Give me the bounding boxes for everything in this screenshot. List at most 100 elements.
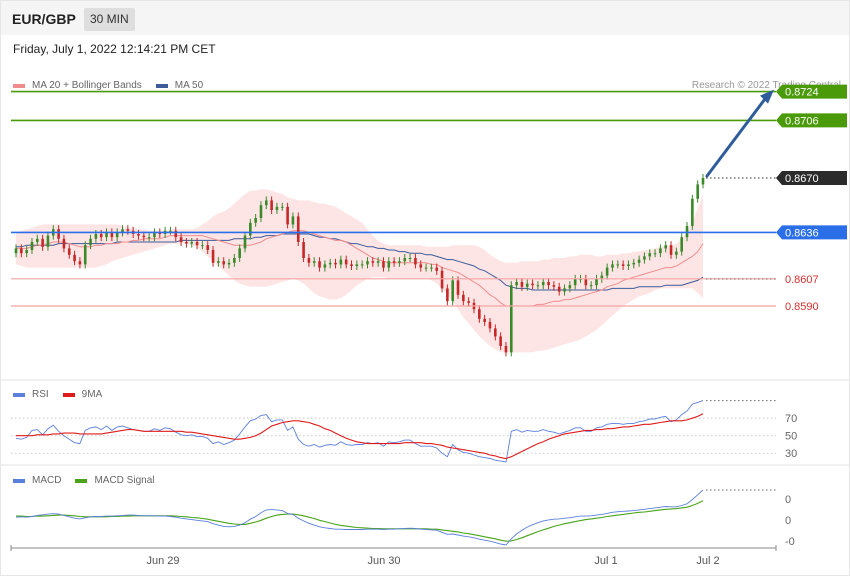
candle-body xyxy=(137,234,140,236)
candle-body xyxy=(451,280,454,302)
candle-body xyxy=(328,262,332,265)
candle-body xyxy=(67,248,71,255)
candle-body xyxy=(403,258,407,262)
rsi-ma-line xyxy=(16,413,704,460)
candle-body xyxy=(243,235,247,249)
candle-body xyxy=(233,258,236,263)
candle-body xyxy=(440,270,444,289)
candle-body xyxy=(387,261,391,268)
candle-body xyxy=(691,198,694,226)
candle-body xyxy=(275,206,279,210)
macd-line xyxy=(15,489,704,546)
candle-body xyxy=(509,285,513,353)
forecast-arrow-head xyxy=(760,89,774,104)
candle-body xyxy=(201,245,204,247)
candle-body xyxy=(494,328,497,337)
candle-body xyxy=(563,288,566,292)
rsi-tick-label: 70 xyxy=(785,413,797,425)
candle-body xyxy=(531,283,534,286)
legend-rsi-label: RSI xyxy=(32,389,49,400)
candle-body xyxy=(249,222,252,236)
candle-body xyxy=(573,278,577,286)
candle-body xyxy=(25,250,28,254)
candle-body xyxy=(302,242,305,258)
rsi-legend: RSI 9MA xyxy=(13,389,102,400)
candle-body xyxy=(696,184,699,199)
candle-body xyxy=(142,235,146,238)
candle-body xyxy=(520,282,524,287)
candle-body xyxy=(169,230,172,232)
symbol-label: EUR/GBP xyxy=(12,11,76,27)
candle-body xyxy=(254,218,257,223)
candle-body xyxy=(467,301,470,303)
macd-signal-swatch xyxy=(75,478,88,483)
candle-body xyxy=(584,278,588,286)
macd-tick-label: 0 xyxy=(785,515,791,527)
candle-body xyxy=(643,256,646,260)
candle-body xyxy=(653,253,657,255)
macd-tick-label: 0 xyxy=(785,494,791,506)
candle-body xyxy=(350,264,353,266)
legend-ma20-label: MA 20 + Bollinger Bands xyxy=(32,80,142,91)
candle-body xyxy=(355,264,359,266)
candle-body xyxy=(600,275,604,279)
candle-body xyxy=(408,258,412,259)
timeframe-button[interactable]: 30 MIN xyxy=(84,8,135,31)
timestamp: Friday, July 1, 2022 12:14:21 PM CET xyxy=(13,42,216,56)
candle-body xyxy=(147,237,151,239)
candle-body xyxy=(478,309,481,319)
rsi-swatch xyxy=(13,392,25,397)
candle-body xyxy=(296,216,300,242)
rsi-tick-label: 30 xyxy=(785,448,797,460)
candle-body xyxy=(456,280,460,295)
candle-body xyxy=(616,264,620,266)
candle-body xyxy=(632,262,636,265)
candle-body xyxy=(637,259,641,263)
rsi-ma-swatch xyxy=(62,392,75,397)
candle-body xyxy=(398,261,401,263)
candle-body xyxy=(83,245,87,265)
candle-body xyxy=(20,248,23,254)
x-tick-label: Jun 30 xyxy=(367,555,400,567)
rsi-line xyxy=(15,400,704,463)
candle-body xyxy=(14,248,18,254)
candle-body xyxy=(217,261,220,263)
copyright: Research © 2022 Trading Central xyxy=(691,80,841,91)
candle-body xyxy=(99,234,103,238)
candle-body xyxy=(488,322,492,329)
candle-body xyxy=(462,294,465,302)
candle-body xyxy=(57,229,60,239)
candle-body xyxy=(307,258,311,263)
macd-swatch xyxy=(13,478,25,483)
candle-body xyxy=(424,267,428,269)
candle-body xyxy=(627,264,630,266)
candle-body xyxy=(552,285,556,287)
level-tag-pivot xyxy=(776,225,847,240)
level-label-last: 0.8670 xyxy=(785,173,819,185)
candle-body xyxy=(115,232,119,238)
ma20-line xyxy=(16,230,704,307)
candle-body xyxy=(312,261,316,263)
ma50-swatch xyxy=(155,83,168,88)
candle-body xyxy=(541,282,545,286)
candle-body xyxy=(536,285,540,287)
candle-body xyxy=(675,251,678,255)
level-tag-last xyxy=(776,171,847,185)
legend-ma50-label: MA 50 xyxy=(174,80,204,91)
candle-body xyxy=(525,283,529,287)
x-tick-label: Jul 1 xyxy=(594,555,617,567)
candle-body xyxy=(174,230,178,238)
candle-body xyxy=(499,336,502,346)
price-legend: MA 20 + Bollinger Bands MA 50 xyxy=(13,80,203,91)
candle-body xyxy=(659,248,662,254)
candle-body xyxy=(547,282,550,286)
macd-tick-label: -0 xyxy=(785,536,795,548)
candle-body xyxy=(435,267,439,271)
candle-body xyxy=(648,253,652,257)
candle-body xyxy=(222,261,225,265)
candle-body xyxy=(94,234,98,239)
level-tag-resistance xyxy=(776,84,847,99)
candle-body xyxy=(504,346,508,353)
macd-legend: MACD MACD Signal xyxy=(13,475,154,486)
candle-body xyxy=(153,232,156,238)
